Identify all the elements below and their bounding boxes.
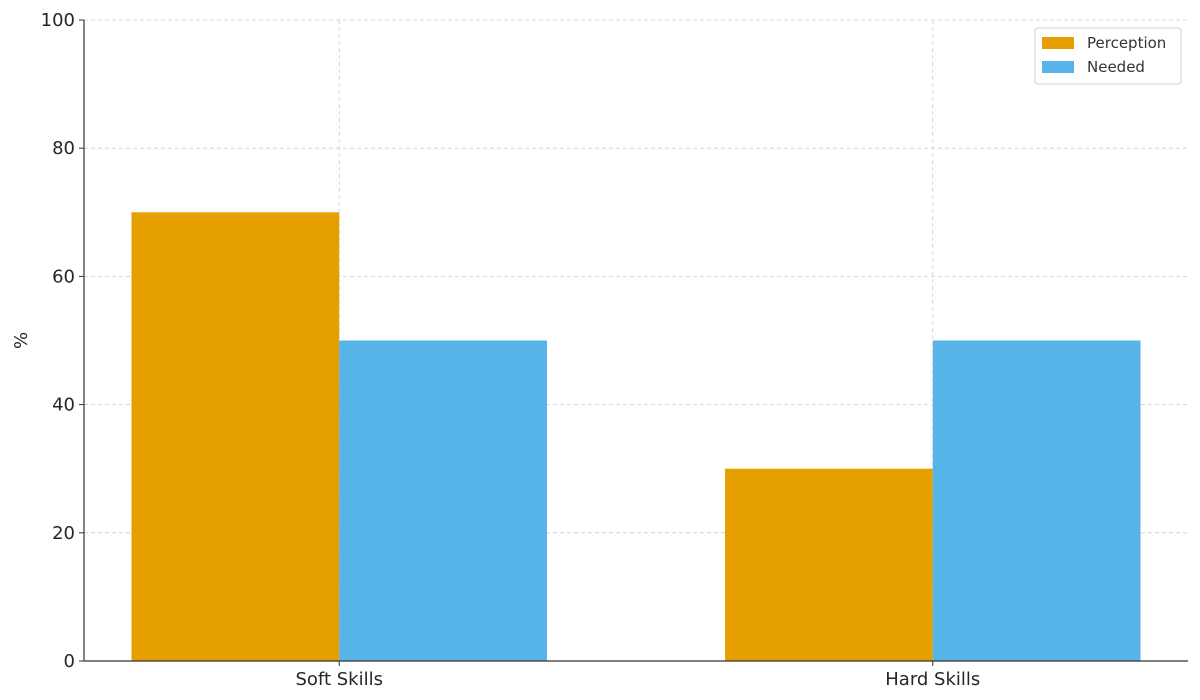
y-tick-label: 80 bbox=[52, 138, 75, 159]
legend-label-needed: Needed bbox=[1087, 58, 1145, 76]
y-axis-label: % bbox=[11, 332, 32, 349]
bar-needed-hard-skills bbox=[932, 340, 1141, 661]
tick-labels: 0 20 40 60 80 100 Soft Skills Hard Skills bbox=[41, 10, 981, 690]
legend-swatch-perception bbox=[1042, 37, 1074, 49]
axes bbox=[79, 19, 1188, 666]
y-tick-label: 100 bbox=[41, 10, 75, 31]
legend: Perception Needed bbox=[1034, 27, 1182, 85]
bar-perception-soft-skills bbox=[131, 212, 340, 662]
bar-perception-hard-skills bbox=[725, 468, 933, 661]
y-tick-label: 0 bbox=[64, 651, 75, 672]
bars bbox=[131, 212, 1141, 662]
legend-label-perception: Perception bbox=[1087, 34, 1166, 52]
x-tick-label: Hard Skills bbox=[885, 669, 980, 690]
y-tick-label: 20 bbox=[52, 523, 75, 544]
y-tick-label: 60 bbox=[52, 266, 75, 287]
y-tick-label: 40 bbox=[52, 395, 75, 416]
bar-needed-soft-skills bbox=[339, 340, 547, 661]
x-tick-label: Soft Skills bbox=[295, 669, 382, 690]
legend-swatch-needed bbox=[1042, 61, 1074, 73]
